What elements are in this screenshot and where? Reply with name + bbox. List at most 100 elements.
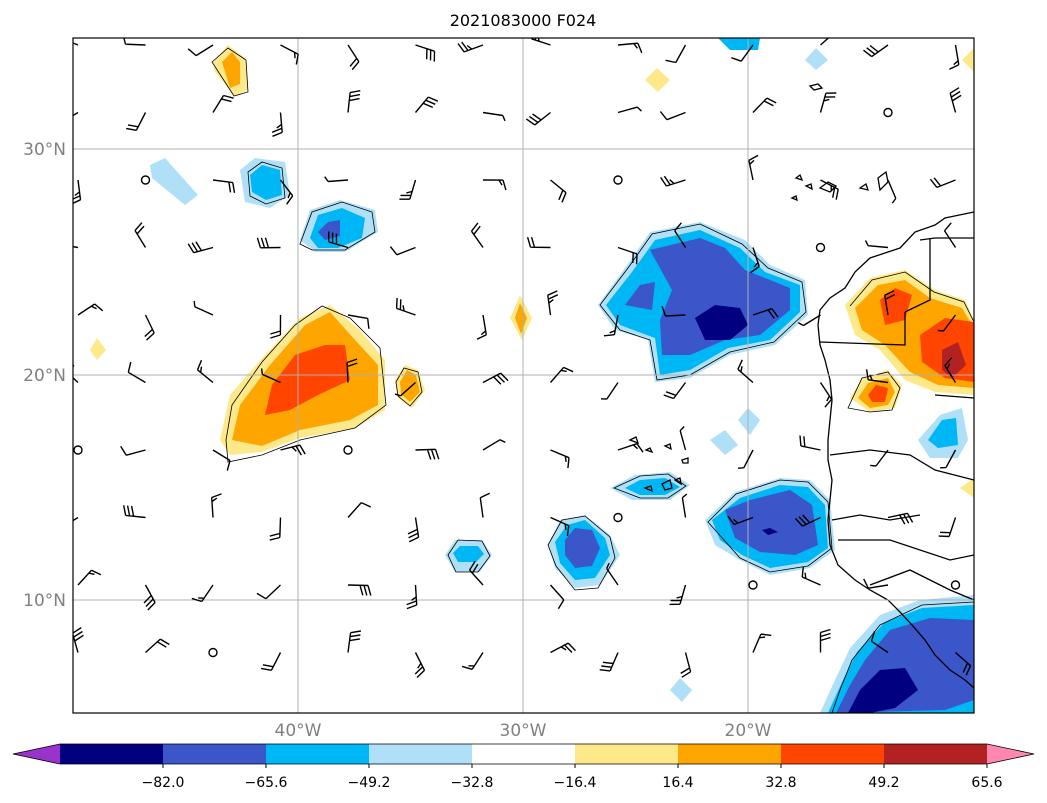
lat-label-10n: 10°N (23, 591, 66, 611)
wind-barb (530, 38, 551, 46)
wind-barb (73, 627, 84, 653)
wind-barb (600, 382, 619, 400)
wind-barb (212, 179, 236, 194)
wind-barb (461, 652, 484, 670)
wind-barb (617, 106, 642, 114)
wind-barb (395, 297, 416, 316)
wind-barb (887, 179, 897, 204)
wind-barb (211, 493, 222, 518)
wind-barb (617, 42, 643, 54)
wind-barb (280, 444, 306, 456)
colorbar-outline (12, 743, 1035, 765)
wind-barb (799, 435, 821, 451)
lat-label-20n: 20°N (23, 366, 66, 386)
colorbar-label: −65.6 (245, 775, 288, 791)
colorbar-label: −82.0 (142, 775, 185, 791)
wind-barb (347, 314, 370, 329)
wind-barb (193, 300, 214, 316)
colorbar-label: −49.2 (348, 775, 391, 791)
wind-barb (797, 314, 821, 327)
wind-barb (550, 642, 577, 654)
wind-barb (820, 179, 839, 200)
lat-label-30n: 30°N (23, 140, 66, 160)
wind-barb (347, 584, 372, 596)
wind-barb (870, 449, 889, 467)
wind-barb (414, 652, 426, 679)
wind-barb (414, 96, 439, 113)
wind-barb (674, 222, 687, 248)
wind-barb (347, 44, 360, 71)
colorbar-label: −32.8 (451, 775, 494, 791)
wind-barb (187, 241, 214, 254)
wind-barb (399, 179, 417, 200)
wind-barb (863, 578, 889, 589)
wind-barb (731, 44, 754, 62)
wind-barb (469, 560, 484, 586)
wind-barb (347, 501, 372, 518)
lon-label-40w: 40°W (275, 721, 322, 741)
wind-barb (937, 314, 957, 332)
map-frame (72, 37, 975, 714)
wind-barb-calm (343, 445, 353, 455)
wind-barb (819, 92, 837, 113)
figure-title: 2021083000 F024 (450, 11, 597, 30)
wind-barb (73, 42, 79, 46)
wind-barb (938, 517, 957, 538)
wind-barb (887, 512, 914, 525)
wind-barb (526, 237, 551, 249)
wind-barb (949, 87, 962, 113)
colorbar-segment (472, 744, 576, 764)
wind-barb (270, 314, 282, 339)
wind-barb (681, 493, 688, 518)
wind-barb (525, 111, 551, 126)
wind-barb (603, 314, 619, 337)
wind-barb (865, 369, 889, 384)
wind-barb (617, 443, 644, 453)
colorbar-label: 65.6 (971, 775, 1002, 791)
wind-barb (801, 566, 821, 586)
wind-barb (269, 517, 282, 541)
wind-barb (752, 307, 779, 319)
wind-barb (191, 584, 214, 603)
wind-barb (415, 44, 436, 62)
wind-barb (737, 359, 754, 384)
wind-barb (549, 366, 574, 383)
wind-barb (212, 94, 234, 113)
wind-barb (256, 237, 281, 249)
wind-barb (661, 305, 686, 317)
colorbar-segment (266, 744, 370, 764)
wind-barb (680, 652, 692, 678)
wind-barb (328, 231, 349, 249)
wind-barb (144, 314, 155, 341)
wind-barb (346, 358, 358, 383)
wind-barb (127, 361, 146, 384)
wind-barb (260, 368, 281, 384)
wind-barb (279, 179, 294, 205)
colorbar: −82.0 −65.6 −49.2 −32.8 −16.4 16.4 32.8 49.2 65.… (12, 743, 1035, 791)
wind-barb-calm (815, 242, 826, 253)
wind-barb (126, 112, 147, 131)
wind-barb (476, 314, 487, 340)
map-content (73, 38, 974, 713)
colorbar-label: 16.4 (662, 775, 693, 791)
wind-barb (955, 651, 972, 676)
wind-barb (549, 584, 565, 610)
wind-barb (271, 112, 283, 137)
wind-barb (256, 584, 281, 600)
wind-barb (752, 97, 777, 113)
wind-barb (863, 44, 889, 58)
wind-barb (394, 381, 416, 397)
wind-barb (617, 246, 638, 265)
wind-barb (737, 449, 754, 469)
wind-barb (864, 240, 889, 249)
wind-barb (347, 630, 362, 653)
wind-barb (943, 222, 957, 248)
wind-barb-calm (950, 580, 961, 590)
wind-barb (123, 38, 146, 46)
contour-lines (211, 47, 974, 713)
wind-barb (547, 290, 559, 316)
wind-barb (120, 445, 146, 456)
wind-barb (550, 449, 570, 469)
wind-barb (944, 357, 957, 383)
